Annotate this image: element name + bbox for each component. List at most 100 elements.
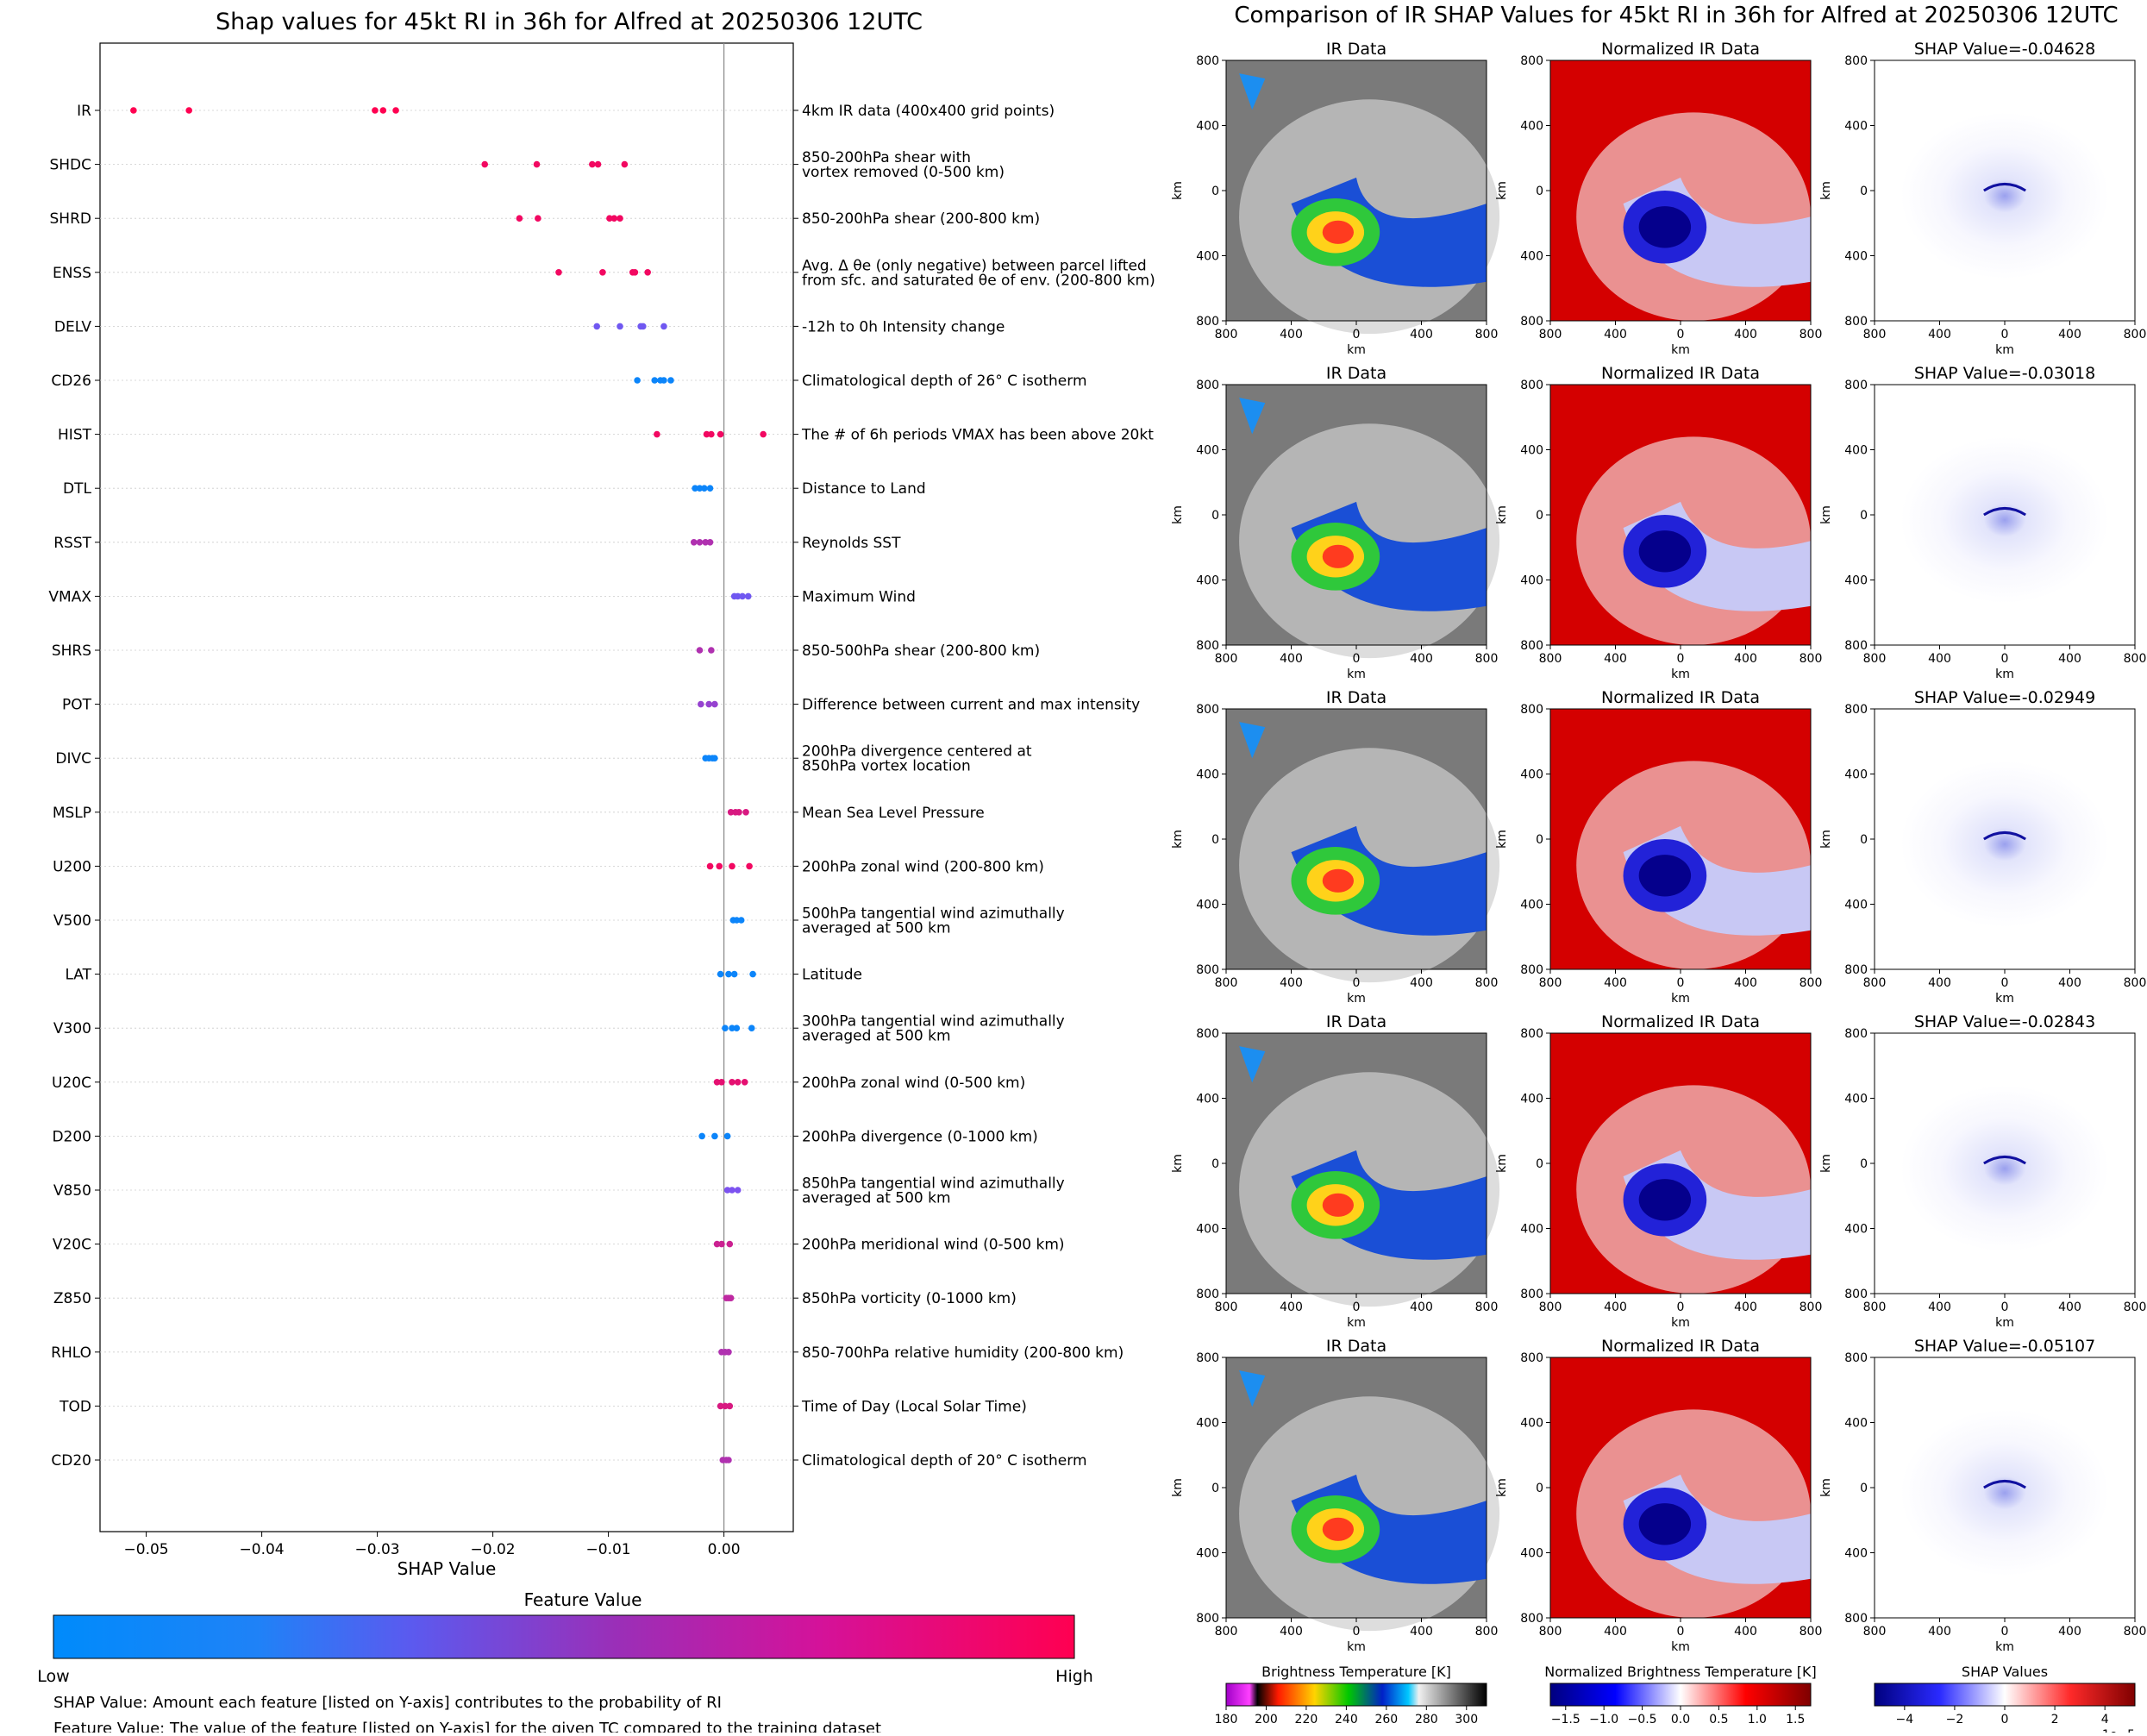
comparison-title: Comparison of IR SHAP Values for 45kt RI… <box>1234 3 2118 28</box>
y-tick-label: 400 <box>1196 1417 1219 1431</box>
shap-point <box>667 377 674 384</box>
y-tick-label: 0 <box>1536 509 1543 523</box>
y-axis-label: km <box>1171 505 1185 524</box>
y-tick-label: 800 <box>1844 315 1868 329</box>
colorbar-tick-label: −2 <box>1946 1713 1964 1727</box>
shap-point <box>727 1294 735 1301</box>
y-axis-label: km <box>1819 181 1833 200</box>
colorbar-tick-label: 300 <box>1455 1713 1478 1727</box>
colorbar-exponent: 1e−5 <box>2102 1728 2135 1733</box>
x-tick-label: 400 <box>1410 328 1433 342</box>
shap-point <box>130 107 137 114</box>
y-tick-label: 400 <box>1844 120 1868 134</box>
ir-subplot: Normalized IR Data8008004004000040040080… <box>1495 1012 1822 1330</box>
x-tick-label: 800 <box>2124 652 2147 666</box>
y-axis-label: km <box>1495 181 1509 200</box>
y-tick-label: 800 <box>1196 379 1219 392</box>
x-tick-label: 0 <box>1677 328 1685 342</box>
colorbar-gradient <box>1225 1683 1487 1707</box>
x-tick-label: 800 <box>2124 1300 2147 1314</box>
feature-description: Maximum Wind <box>802 588 916 605</box>
feature-label: Z850 <box>53 1290 91 1307</box>
shap-region <box>1900 436 2109 604</box>
subplot-title: Normalized IR Data <box>1601 1012 1760 1031</box>
feature-description: Reynolds SST <box>802 535 901 552</box>
ir-subplot: SHAP Value=-0.04628800800400400004004008… <box>1819 40 2146 357</box>
shap-point <box>713 1079 721 1086</box>
shap-point <box>634 377 641 384</box>
y-tick-label: 800 <box>1196 963 1219 977</box>
x-tick-label: 0 <box>2001 976 2009 990</box>
x-tick-label: 400 <box>1604 328 1627 342</box>
colorbar-tick-label: 240 <box>1335 1713 1358 1727</box>
colorbar-high-label: High <box>1055 1667 1093 1686</box>
y-tick-label: 400 <box>1520 1417 1543 1431</box>
shap-point <box>533 160 541 168</box>
x-tick-label: 800 <box>2124 1625 2147 1639</box>
shap-point <box>705 700 712 708</box>
shap-point <box>741 1079 748 1086</box>
shap-point <box>660 377 667 384</box>
colorbar-tick-label: 260 <box>1374 1713 1398 1727</box>
shap-point <box>593 323 600 330</box>
cold-core <box>1638 1179 1692 1221</box>
y-tick-label: 800 <box>1520 1351 1543 1365</box>
y-tick-label: 800 <box>1844 379 1868 392</box>
shap-point <box>708 430 715 438</box>
feature-description: 300hPa tangential wind azimuthally <box>802 1013 1065 1031</box>
x-axis-label: km <box>1671 1316 1690 1330</box>
shap-point <box>185 107 192 114</box>
x-tick-label: 400 <box>1604 976 1627 990</box>
y-axis-label: km <box>1495 830 1509 849</box>
x-tick-label: 400 <box>1928 328 1951 342</box>
y-tick-label: 400 <box>1844 250 1868 264</box>
y-tick-label: 400 <box>1196 574 1219 588</box>
x-tick-label: 400 <box>1734 652 1757 666</box>
shap-feature <box>1983 182 2026 192</box>
y-tick-label: 800 <box>1520 703 1543 717</box>
feature-description: 850hPa vorticity (0-1000 km) <box>802 1290 1017 1307</box>
subplot-title: IR Data <box>1326 688 1386 707</box>
shap-point <box>617 215 623 222</box>
x-axis-label: km <box>1995 1640 2014 1654</box>
x-tick-label: 800 <box>2124 976 2147 990</box>
x-tick-label: 800 <box>1215 1625 1238 1639</box>
feature-description: The # of 6h periods VMAX has been above … <box>801 427 1154 444</box>
ir-subplot: SHAP Value=-0.05107800800400400004004008… <box>1819 1337 2146 1654</box>
y-tick-label: 400 <box>1520 250 1543 264</box>
x-axis-label: km <box>1347 667 1366 681</box>
colorbar-title: SHAP Values <box>1962 1664 2048 1680</box>
feature-label: HIST <box>58 427 92 444</box>
y-tick-label: 0 <box>1211 509 1219 523</box>
shap-point <box>481 160 489 168</box>
y-tick-label: 0 <box>1860 1482 1868 1495</box>
feature-label: U20C <box>52 1075 91 1092</box>
shap-feature <box>1983 830 2026 841</box>
x-tick-label: 0 <box>2001 1300 2009 1314</box>
feature-description: averaged at 500 km <box>802 1028 951 1045</box>
shap-point <box>696 485 704 492</box>
subplot-title: SHAP Value=-0.02843 <box>1914 1012 2095 1031</box>
ir-subplot: SHAP Value=-0.02843800800400400004004008… <box>1819 1012 2146 1330</box>
x-tick-label: 400 <box>2058 328 2081 342</box>
feature-label: LAT <box>65 967 91 984</box>
feature-description: -12h to 0h Intensity change <box>802 318 1005 335</box>
y-axis-label: km <box>1819 1478 1833 1497</box>
x-axis-label: km <box>1995 992 2014 1006</box>
ir-subplot: SHAP Value=-0.02949800800400400004004008… <box>1819 688 2146 1006</box>
colorbar-low-label: Low <box>37 1667 69 1686</box>
shap-point <box>725 970 732 978</box>
feature-description: 200hPa zonal wind (0-500 km) <box>802 1075 1025 1092</box>
shap-point <box>727 809 735 816</box>
feature-label: TOD <box>59 1398 91 1415</box>
colorbar-gradient <box>1874 1683 2136 1707</box>
y-tick-label: 800 <box>1844 1027 1868 1041</box>
feature-description: 850-200hPa shear (200-800 km) <box>802 210 1040 228</box>
shap-point <box>610 215 618 222</box>
shap-summary-chart: Shap values for 45kt RI in 36h for Alfre… <box>37 9 1155 1736</box>
x-tick-label: 0.00 <box>708 1541 741 1558</box>
feature-label: RSST <box>53 535 91 552</box>
ir-comparison-panel: Comparison of IR SHAP Values for 45kt RI… <box>1155 0 2147 1736</box>
x-tick-label: 0 <box>1353 976 1361 990</box>
x-tick-label: 0 <box>1677 652 1685 666</box>
